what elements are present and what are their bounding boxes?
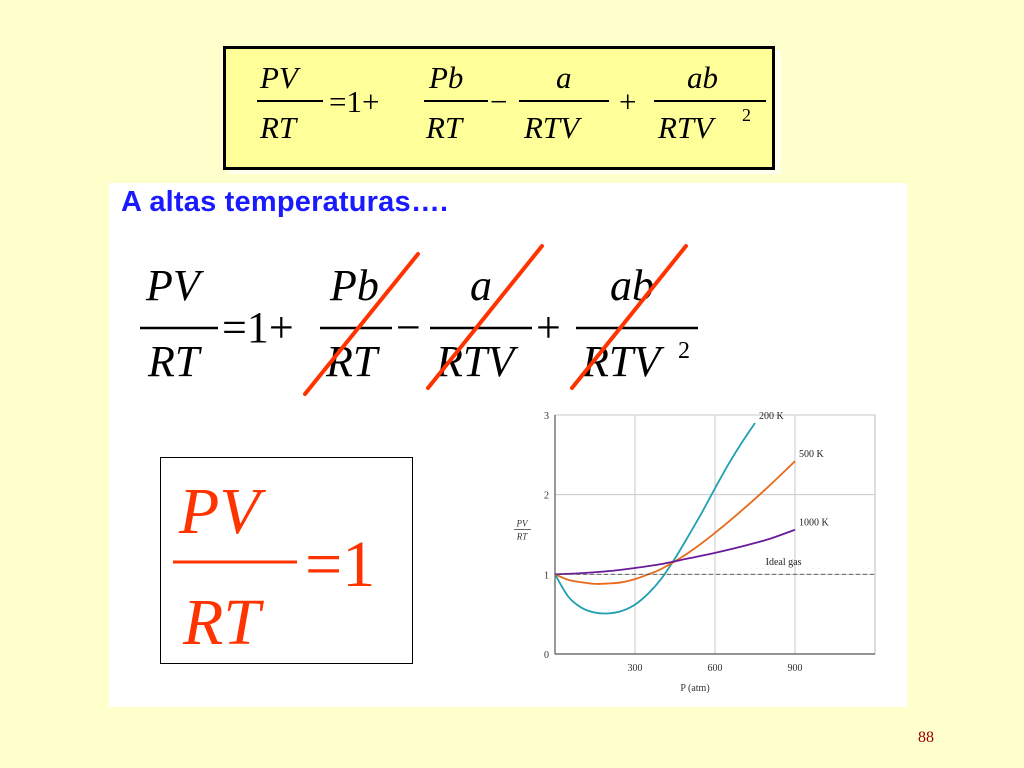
- term1-denominator: RT: [325, 337, 381, 386]
- formula-box: PV RT =1+ Pb RT − a RTV + ab RTV 2: [223, 46, 775, 170]
- lhs-denominator: RT: [147, 337, 203, 386]
- term1-numerator: Pb: [428, 60, 463, 95]
- strike-line-term1: [303, 252, 420, 396]
- term3-denominator: RTV: [657, 110, 716, 145]
- series-line-1000-k: [554, 528, 796, 576]
- y-tick-label: 0: [544, 650, 549, 661]
- x-axis-label: P (atm): [680, 683, 709, 694]
- chart-series: [554, 422, 875, 615]
- x-tick-label: 300: [628, 663, 643, 674]
- result-numerator: PV: [178, 475, 266, 548]
- x-tick-label: 600: [708, 663, 723, 674]
- equals-one-plus: =1+: [329, 84, 379, 119]
- result-box: PV RT =1: [160, 457, 413, 664]
- term3-numerator: ab: [687, 60, 718, 95]
- y-tick-label: 3: [544, 411, 549, 422]
- y-axis-label-denominator: RT: [516, 532, 528, 542]
- term2-numerator: a: [470, 261, 492, 310]
- lhs-denominator: RT: [259, 110, 299, 145]
- x-tick-label: 900: [788, 663, 803, 674]
- chart-ticks: 300 600 900 0 1 2 3: [544, 411, 803, 674]
- lhs-numerator: PV: [259, 60, 301, 95]
- series-label-200-k: 200 K: [759, 411, 785, 422]
- strike-line-term2: [426, 244, 544, 390]
- result-denominator: RT: [182, 586, 264, 659]
- term3-numerator: ab: [610, 261, 654, 310]
- equals-one-plus: =1+: [222, 303, 294, 352]
- lhs-numerator: PV: [145, 261, 205, 310]
- term2-denominator: RTV: [523, 110, 582, 145]
- plus-sign: +: [536, 303, 561, 352]
- series-line-500-k: [554, 460, 796, 585]
- series-label-ideal-gas: Ideal gas: [766, 557, 802, 568]
- y-tick-label: 2: [544, 491, 549, 502]
- term2-numerator: a: [556, 60, 572, 95]
- ideal-gas-result: PV RT =1: [173, 475, 375, 659]
- y-tick-label: 1: [544, 570, 549, 581]
- van-der-waals-equation: PV RT =1+ Pb RT − a RTV + ab RTV 2: [257, 60, 766, 145]
- crossed-equation: PV RT =1+ Pb RT − a RTV + ab RTV 2: [140, 244, 698, 396]
- strike-line-term3: [570, 244, 688, 390]
- series-label-500-k: 500 K: [799, 449, 825, 460]
- plus-sign: +: [619, 84, 636, 119]
- minus-sign: −: [490, 84, 507, 119]
- series-line-200-k: [554, 422, 756, 615]
- chart-labels: P (atm) PV RT 200 K 500 K 1000 K Ideal gas: [514, 411, 830, 694]
- compressibility-chart: 300 600 900 0 1 2 3 P (atm) PV RT 200 K 500 K 1000 …: [514, 411, 876, 694]
- term1-numerator: Pb: [329, 261, 379, 310]
- minus-sign: −: [396, 303, 421, 352]
- page-number: 88: [918, 729, 934, 746]
- term3-exponent: 2: [678, 338, 690, 364]
- slide-heading: A altas temperaturas….: [121, 186, 449, 218]
- chart-axes: [554, 415, 875, 655]
- y-axis-label-numerator: PV: [516, 519, 529, 529]
- series-label-1000-k: 1000 K: [799, 518, 830, 529]
- chart-grid: [554, 414, 876, 655]
- result-rhs: =1: [305, 528, 375, 601]
- term1-denominator: RT: [425, 110, 465, 145]
- term3-exponent: 2: [742, 105, 751, 125]
